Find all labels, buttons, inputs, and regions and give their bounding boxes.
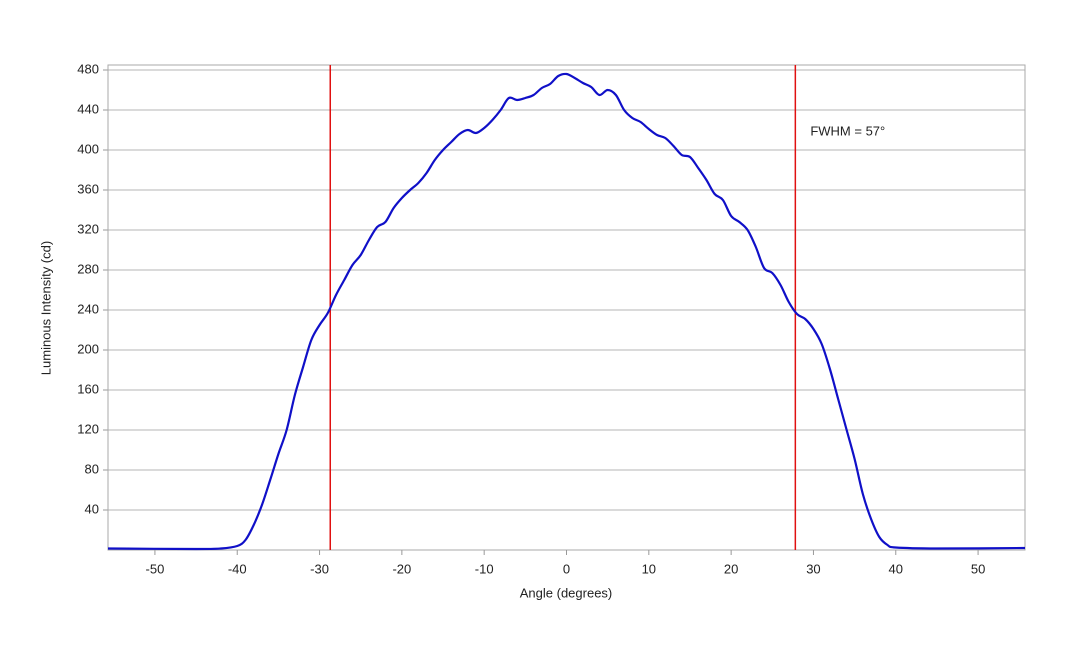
x-tick-label: 10 [642,561,656,576]
x-tick-label: 0 [563,561,570,576]
y-tick-label: 400 [77,141,99,156]
y-tick-label: 280 [77,261,99,276]
x-tick-label: 40 [889,561,903,576]
x-tick-label: 50 [971,561,985,576]
x-tick-label: 20 [724,561,738,576]
y-tick-label: 320 [77,221,99,236]
y-tick-label: 160 [77,381,99,396]
x-tick-label: -50 [146,561,165,576]
x-tick-label: -30 [310,561,329,576]
x-tick-label: 30 [806,561,820,576]
plot-frame [107,64,1026,551]
x-tick-label: -40 [228,561,247,576]
y-tick-label: 120 [77,421,99,436]
y-tick-label: 480 [77,61,99,76]
data-line [107,72,1026,551]
y-axis-label: Luminous Intensity (cd) [38,241,53,375]
annotation: FWHM = 57° [810,123,885,138]
y-tick-label: 360 [77,181,99,196]
x-axis-label: Angle (degrees) [520,585,613,600]
y-tick-label: 80 [85,461,99,476]
y-tick-label: 440 [77,101,99,116]
x-tick-label: -20 [392,561,411,576]
y-tick-label: 200 [77,341,99,356]
y-tick-label: 240 [77,301,99,316]
x-tick-label: -10 [475,561,494,576]
y-tick-label: 40 [85,501,99,516]
